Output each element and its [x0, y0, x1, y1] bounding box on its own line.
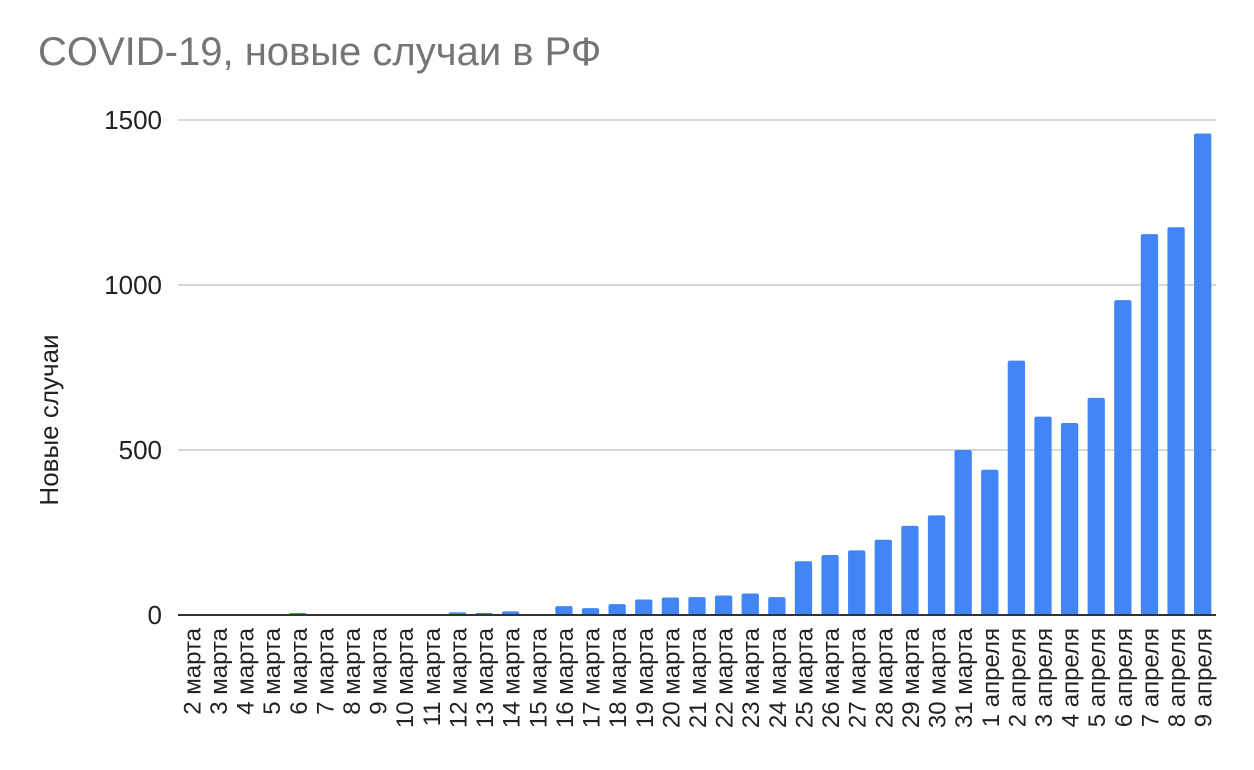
x-tick-label: 21 марта — [685, 627, 712, 728]
bar — [1167, 227, 1185, 615]
x-tick-label: 8 марта — [339, 627, 366, 714]
x-tick-label: 10 марта — [392, 627, 419, 728]
bar — [954, 450, 972, 615]
x-tick-label: 6 марта — [286, 627, 313, 714]
x-tick-label: 15 марта — [525, 627, 552, 728]
y-tick-label: 1000 — [104, 270, 162, 300]
bar — [688, 597, 706, 615]
bars — [182, 133, 1212, 615]
x-tick-label: 4 апреля — [1058, 628, 1085, 727]
x-tick-label: 27 марта — [845, 627, 872, 728]
x-tick-label: 26 марта — [818, 627, 845, 728]
bar — [768, 597, 786, 615]
x-tick-label: 28 марта — [871, 627, 898, 728]
bar — [741, 593, 759, 615]
x-tick-label: 2 марта — [179, 627, 206, 714]
bar — [1087, 397, 1105, 615]
x-tick-label: 19 марта — [632, 627, 659, 728]
bar — [901, 525, 919, 615]
bar — [1194, 133, 1212, 615]
y-tick-label: 0 — [148, 600, 162, 630]
bar — [848, 550, 866, 615]
bar — [1140, 234, 1159, 615]
x-tick-label: 24 марта — [765, 627, 792, 728]
bar — [661, 597, 680, 615]
chart-title: COVID-19, новые случаи в РФ — [38, 30, 602, 74]
bar — [581, 608, 600, 615]
y-axis-ticks: 0 500 1000 1500 — [104, 105, 162, 630]
bar — [1060, 422, 1079, 615]
bar — [635, 599, 653, 615]
x-tick-label: 6 апреля — [1111, 628, 1138, 727]
x-tick-label: 2 апреля — [1004, 628, 1031, 727]
bar — [1034, 416, 1052, 615]
x-tick-label: 1 апреля — [978, 628, 1005, 727]
x-tick-label: 18 марта — [605, 627, 632, 728]
bar — [874, 539, 892, 615]
x-tick-label: 23 марта — [738, 627, 765, 728]
x-tick-label: 5 апреля — [1084, 628, 1111, 727]
bar — [794, 561, 813, 615]
bar — [981, 469, 999, 615]
x-tick-label: 17 марта — [579, 627, 606, 728]
x-tick-label: 22 марта — [712, 627, 739, 728]
x-tick-label: 31 марта — [951, 627, 978, 728]
x-tick-label: 20 марта — [658, 627, 685, 728]
x-tick-label: 12 марта — [445, 627, 472, 728]
x-tick-label: 4 марта — [233, 627, 260, 714]
x-tick-label: 30 марта — [925, 627, 952, 728]
x-tick-label: 14 марта — [499, 627, 526, 728]
x-tick-label: 8 апреля — [1164, 628, 1191, 727]
bar — [927, 515, 946, 615]
x-tick-label: 7 апреля — [1137, 628, 1164, 727]
y-tick-label: 500 — [119, 435, 162, 465]
y-axis-label: Новые случаи — [34, 334, 64, 505]
bar — [1114, 300, 1132, 615]
bar — [821, 554, 839, 615]
x-tick-label: 9 марта — [366, 627, 393, 714]
x-tick-label: 9 апреля — [1191, 628, 1218, 727]
x-tick-label: 11 марта — [419, 627, 446, 726]
x-axis-ticks: 2 марта 3 марта 4 марта 5 марта 6 марта 7 мар… — [179, 627, 1217, 728]
bar — [555, 606, 573, 615]
x-tick-label: 29 марта — [898, 627, 925, 728]
x-tick-label: 7 марта — [312, 627, 339, 714]
grid-lines — [178, 119, 1216, 451]
bar — [714, 595, 733, 615]
x-tick-label: 5 марта — [259, 627, 286, 714]
bar — [1007, 360, 1026, 615]
x-tick-label: 16 марта — [552, 627, 579, 728]
x-tick-label: 3 марта — [206, 627, 233, 714]
x-tick-label: 13 марта — [472, 627, 499, 728]
x-tick-label: 3 апреля — [1031, 628, 1058, 727]
bar — [608, 604, 626, 615]
x-tick-label: 25 марта — [791, 627, 818, 728]
y-tick-label: 1500 — [104, 105, 162, 135]
